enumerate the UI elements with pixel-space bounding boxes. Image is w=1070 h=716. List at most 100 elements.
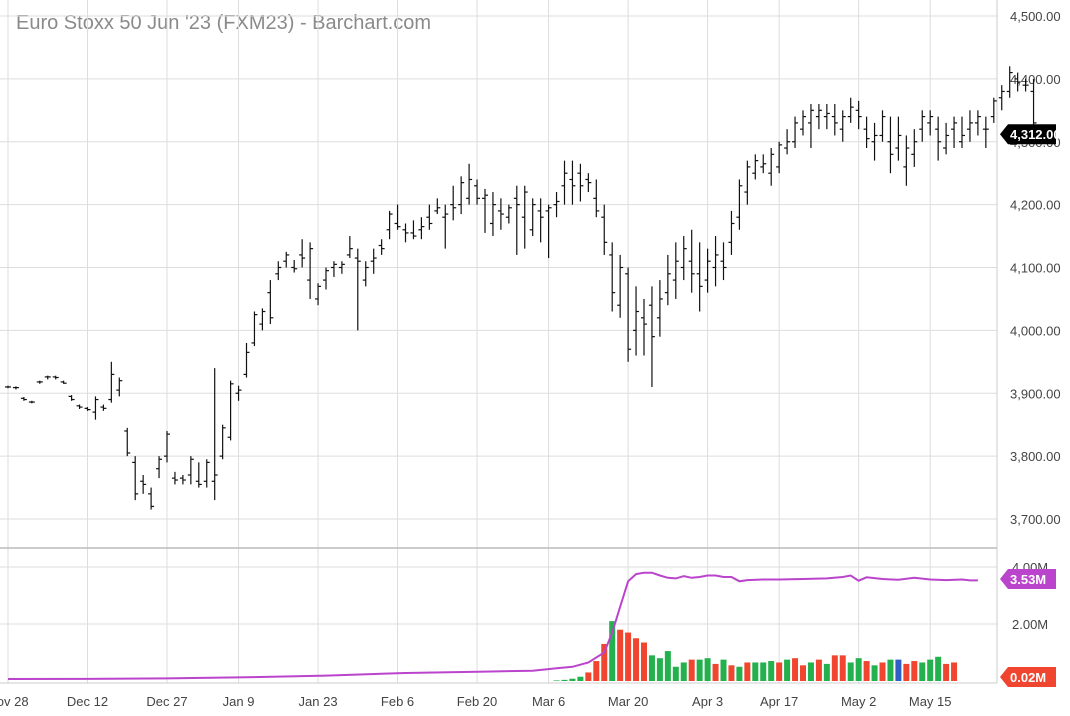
- y-tick-label: 4,000.00: [1010, 323, 1061, 338]
- ohlc-bar: [100, 404, 107, 411]
- volume-bar: [911, 661, 918, 681]
- volume-bar: [720, 659, 727, 681]
- x-tick-label: May 15: [909, 694, 952, 709]
- ohlc-bar: [871, 122, 878, 161]
- ohlc-bar: [553, 192, 560, 218]
- ohlc-bar: [442, 204, 449, 249]
- volume-bar: [927, 659, 934, 681]
- ohlc-bar: [132, 456, 139, 501]
- ohlc-bar: [140, 474, 147, 494]
- ohlc-bar: [482, 188, 488, 233]
- y-tick-label: 3,700.00: [1010, 512, 1061, 527]
- y-tick-label: 4,400.00: [1010, 72, 1061, 87]
- ohlc-bar: [44, 375, 51, 380]
- volume-bar: [609, 621, 616, 681]
- volume-bar: [736, 666, 743, 681]
- y-tick-label: 3,800.00: [1010, 449, 1061, 464]
- ohlc-bar: [998, 85, 1005, 111]
- ohlc-bar: [402, 223, 409, 243]
- volume-bar: [776, 662, 783, 681]
- ohlc-bar: [259, 308, 266, 331]
- x-tick-label: Feb 20: [457, 694, 497, 709]
- ohlc-bar: [92, 396, 99, 420]
- ohlc-bar: [784, 129, 791, 155]
- volume-bar: [569, 678, 576, 681]
- ohlc-bar: [712, 236, 719, 287]
- ohlc-bar: [474, 179, 481, 205]
- ohlc-bar: [28, 400, 35, 404]
- ohlc-bar: [577, 163, 584, 202]
- ohlc-bar: [974, 110, 981, 136]
- volume-bar: [807, 662, 814, 681]
- ohlc-bar: [744, 160, 751, 205]
- volume-bar: [800, 665, 806, 681]
- ohlc-bar: [307, 242, 314, 299]
- ohlc-bar: [776, 141, 783, 174]
- ohlc-bar: [656, 280, 663, 337]
- ohlc-bar: [323, 267, 329, 290]
- ohlc-bar: [330, 261, 337, 277]
- volume-bar: [648, 655, 655, 681]
- ohlc-bar: [489, 192, 496, 237]
- volume-bar: [585, 672, 592, 681]
- ohlc-bar: [585, 173, 592, 193]
- volume-label: 0.02M: [1010, 670, 1046, 685]
- x-tick-label: Jan 9: [223, 694, 255, 709]
- volume-bar: [680, 662, 687, 681]
- ohlc-bar: [696, 242, 703, 312]
- volume-bar: [672, 666, 679, 681]
- ohlc-bar: [283, 251, 290, 268]
- ohlc-bar: [879, 110, 886, 142]
- ohlc-bar: [394, 204, 401, 230]
- ohlc-bar: [895, 116, 902, 161]
- ohlc-bar: [243, 342, 250, 378]
- ohlc-bar: [927, 110, 934, 136]
- volume-bar: [887, 659, 894, 681]
- volume-bar: [625, 632, 632, 681]
- ohlc-bar: [903, 135, 910, 186]
- volume-bar: [919, 662, 926, 681]
- ohlc-bar: [887, 116, 894, 174]
- ohlc-bar: [648, 286, 655, 387]
- x-tick-label: Jan 23: [299, 694, 338, 709]
- ohlc-bar: [569, 160, 576, 205]
- ohlc-bar: [386, 210, 393, 240]
- ohlc-bar: [792, 116, 799, 149]
- ohlc-bar: [736, 179, 743, 230]
- ohlc-bar: [426, 204, 433, 230]
- volume-bar: [815, 659, 822, 681]
- ohlc-bar: [601, 204, 608, 255]
- volume-bar: [688, 659, 695, 681]
- ohlc-bar: [831, 104, 838, 136]
- ohlc-bar: [354, 248, 361, 331]
- ohlc-bar: [12, 386, 19, 390]
- volume-bar: [561, 679, 568, 681]
- ohlc-bar: [68, 395, 75, 401]
- ohlc-bar: [76, 404, 83, 409]
- ohlc-bar: [52, 375, 59, 380]
- volume-bar: [784, 659, 791, 681]
- volume-bar: [712, 663, 719, 681]
- ohlc-bar: [1030, 78, 1037, 130]
- ohlc-bar: [1022, 78, 1029, 92]
- volume-bar: [696, 659, 703, 681]
- ohlc-bar: [370, 248, 377, 274]
- volume-bar: [768, 661, 775, 681]
- ohlc-bar: [855, 100, 862, 130]
- ohlc-bar: [800, 110, 806, 136]
- volume-bar: [744, 662, 751, 681]
- ohlc-bar: [378, 239, 385, 255]
- ohlc-bar: [935, 116, 942, 161]
- ohlc-bar: [760, 154, 767, 174]
- y-tick-label: 4,500.00: [1010, 9, 1061, 24]
- ohlc-bar: [362, 261, 369, 287]
- x-tick-label: Mar 6: [532, 694, 565, 709]
- ohlc-bar: [275, 261, 282, 281]
- y-tick-label: 4,100.00: [1010, 261, 1061, 276]
- ohlc-bar: [529, 198, 536, 237]
- ohlc-bar: [108, 361, 115, 403]
- ohlc-bar: [919, 110, 926, 142]
- volume-bar: [641, 642, 647, 681]
- ohlc-bar: [338, 261, 345, 274]
